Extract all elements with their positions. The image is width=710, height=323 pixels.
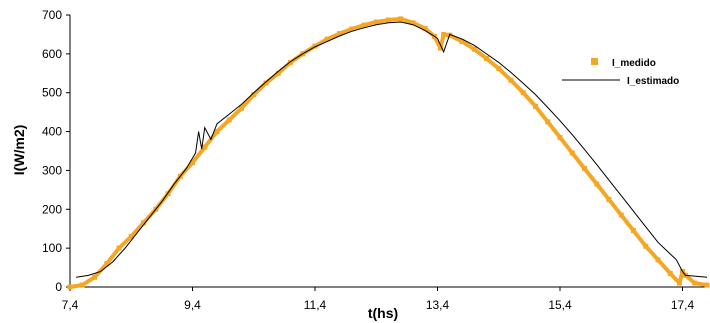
y-tick-label: 300 bbox=[42, 163, 62, 177]
data-point-i-medido bbox=[557, 134, 563, 140]
data-point-i-medido bbox=[349, 26, 355, 32]
series-i-estimado bbox=[76, 21, 708, 278]
y-tick-label: 200 bbox=[42, 202, 62, 216]
data-point-i-medido bbox=[410, 20, 416, 26]
data-point-i-medido bbox=[441, 31, 447, 37]
data-point-i-medido bbox=[594, 181, 600, 187]
data-point-i-medido bbox=[251, 92, 257, 98]
data-point-i-medido bbox=[92, 274, 97, 280]
data-point-i-medido bbox=[398, 16, 404, 22]
data-point-i-medido bbox=[275, 70, 281, 76]
x-axis-title: t(hs) bbox=[368, 305, 398, 321]
data-point-i-medido bbox=[128, 233, 134, 239]
data-point-i-medido bbox=[373, 19, 379, 25]
data-point-i-medido bbox=[190, 160, 195, 166]
y-tick-label: 700 bbox=[42, 8, 62, 22]
data-point-i-medido bbox=[692, 280, 698, 286]
data-point-i-medido bbox=[324, 36, 330, 42]
data-point-i-medido bbox=[263, 80, 269, 86]
y-axis-title: I(W/m2) bbox=[11, 125, 27, 176]
data-point-i-medido bbox=[606, 197, 612, 203]
data-point-i-medido bbox=[79, 282, 85, 288]
y-ticks: 0 100 200 300 400 500 600 700 bbox=[42, 8, 70, 294]
data-point-i-medido bbox=[545, 119, 551, 125]
data-point-i-medido bbox=[618, 212, 624, 218]
legend: I_medido I_estimado bbox=[562, 58, 679, 87]
data-point-i-medido bbox=[312, 43, 318, 49]
x-tick-label: 13,4 bbox=[426, 298, 450, 312]
data-point-i-medido bbox=[361, 22, 367, 28]
data-point-i-medido bbox=[496, 66, 502, 72]
data-point-i-medido bbox=[704, 282, 710, 288]
y-tick-label: 100 bbox=[42, 241, 62, 255]
data-point-i-medido bbox=[508, 77, 514, 83]
data-point-i-medido bbox=[202, 144, 208, 150]
data-point-i-medido bbox=[631, 228, 636, 234]
data-point-i-medido bbox=[471, 46, 477, 52]
data-point-i-medido bbox=[520, 90, 526, 96]
x-tick-label: 7,4 bbox=[62, 298, 79, 312]
axes bbox=[69, 15, 707, 288]
legend-marker-i-medido bbox=[591, 58, 598, 65]
x-tick-label: 9,4 bbox=[184, 298, 201, 312]
data-point-i-medido bbox=[214, 129, 220, 135]
data-point-i-medido bbox=[533, 103, 538, 109]
data-point-i-medido bbox=[667, 270, 673, 276]
data-point-i-medido bbox=[438, 45, 444, 51]
series-line-i-estimado bbox=[76, 21, 708, 278]
legend-label-i-medido: I_medido bbox=[612, 58, 656, 69]
y-tick-label: 400 bbox=[42, 125, 62, 139]
data-point-i-medido bbox=[459, 38, 465, 44]
data-point-i-medido bbox=[104, 261, 110, 267]
data-point-i-medido bbox=[239, 105, 244, 111]
x-tick-label: 15,4 bbox=[548, 298, 572, 312]
data-point-i-medido bbox=[116, 245, 122, 251]
y-tick-label: 500 bbox=[42, 86, 62, 100]
data-point-i-medido bbox=[288, 59, 293, 65]
data-point-i-medido bbox=[165, 191, 171, 197]
data-point-i-medido bbox=[226, 117, 232, 123]
data-point-i-medido bbox=[582, 165, 587, 171]
data-point-i-medido bbox=[386, 17, 391, 23]
data-point-i-medido bbox=[422, 26, 428, 32]
y-tick-label: 600 bbox=[42, 47, 62, 61]
x-tick-label: 11,4 bbox=[304, 298, 327, 312]
data-point-i-medido bbox=[676, 280, 682, 286]
x-ticks: 7,4 9,4 11,4 13,4 15,4 17,4 bbox=[62, 287, 695, 312]
data-point-i-medido bbox=[655, 257, 661, 263]
x-tick-label: 17,4 bbox=[671, 298, 695, 312]
legend-label-i-estimado: I_estimado bbox=[627, 76, 679, 87]
y-tick-label: 0 bbox=[55, 280, 62, 294]
data-point-i-medido bbox=[141, 220, 146, 226]
data-point-i-medido bbox=[67, 284, 73, 290]
data-point-i-medido bbox=[337, 31, 342, 37]
data-point-i-medido bbox=[484, 56, 489, 62]
data-point-i-medido bbox=[569, 150, 575, 156]
data-point-i-medido bbox=[643, 243, 649, 249]
